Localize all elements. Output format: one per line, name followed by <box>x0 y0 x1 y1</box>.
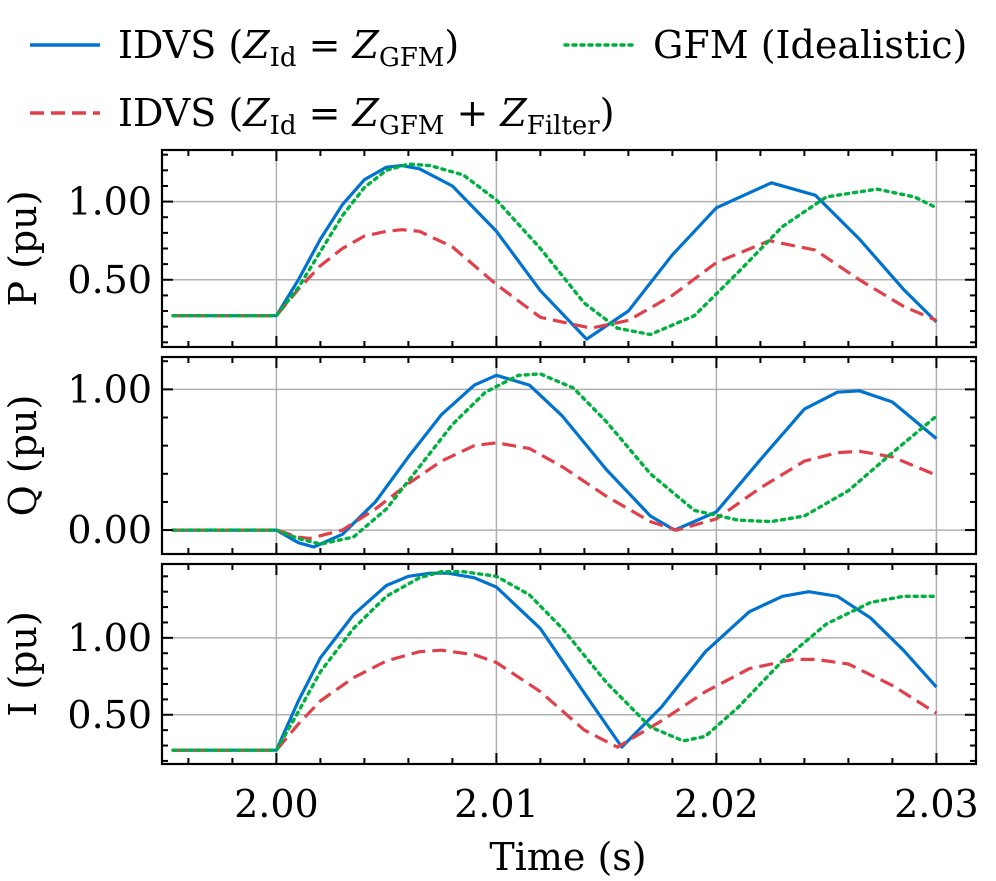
y-tick-label: 0.00 <box>67 508 152 552</box>
legend: IDVS (ZId = ZGFM) IDVS (ZId = ZGFM + ZFil… <box>30 23 967 141</box>
series-line-idvs-gfm-filter <box>173 648 938 752</box>
series-line-gfm-idealistic <box>171 570 939 752</box>
y-tick-label: 1.00 <box>67 180 152 224</box>
x-tick-label: 2.00 <box>234 782 319 826</box>
plot-frame <box>160 148 978 349</box>
y-tick-label: 1.00 <box>67 616 152 660</box>
y-axis-label: I (pu) <box>1 611 45 717</box>
series-line-idvs-gfm <box>173 373 938 549</box>
series-line-idvs-gfm <box>173 571 938 752</box>
plot-frame <box>160 355 978 556</box>
x-tick-label: 2.01 <box>454 782 539 826</box>
y-axis-label: P (pu) <box>1 190 45 306</box>
legend-label: IDVS (ZId = ZGFM + ZFilter) <box>118 91 615 141</box>
series-line-idvs-gfm-filter <box>173 228 938 330</box>
series-line-gfm-idealistic <box>171 372 939 546</box>
legend-label: GFM (Idealistic) <box>653 23 967 67</box>
legend-entry-gfm-idealistic: GFM (Idealistic) <box>563 23 967 67</box>
x-axis: Time (s) 2.00 2.01 2.02 2.03 <box>234 782 979 879</box>
y-tick-label: 1.00 <box>67 367 152 411</box>
subplot-3: 0.50 1.00 I (pu) <box>1 562 978 766</box>
legend-label: IDVS (ZId = ZGFM) <box>118 23 459 73</box>
y-tick-label: 0.50 <box>67 693 152 737</box>
legend-entry-idvs-gfm: IDVS (ZId = ZGFM) <box>30 23 459 73</box>
subplots: 0.50 1.00 P (pu) 0.00 1.00 Q (pu) 0.50 1.00 I (p… <box>1 148 978 766</box>
x-tick-label: 2.02 <box>674 782 759 826</box>
x-axis-label: Time (s) <box>489 835 646 879</box>
subplot-1: 0.50 1.00 P (pu) <box>1 148 978 349</box>
legend-entry-idvs-gfm-filter: IDVS (ZId = ZGFM + ZFilter) <box>30 91 615 141</box>
series-line-gfm-idealistic <box>171 162 939 337</box>
subplot-2: 0.00 1.00 Q (pu) <box>1 355 978 556</box>
plot-frame <box>160 562 978 766</box>
x-tick-label: 2.03 <box>894 782 979 826</box>
y-axis-label: Q (pu) <box>1 395 45 517</box>
series-line-idvs-gfm <box>173 164 938 341</box>
y-tick-label: 0.50 <box>67 258 152 302</box>
series-line-idvs-gfm-filter <box>173 441 938 541</box>
